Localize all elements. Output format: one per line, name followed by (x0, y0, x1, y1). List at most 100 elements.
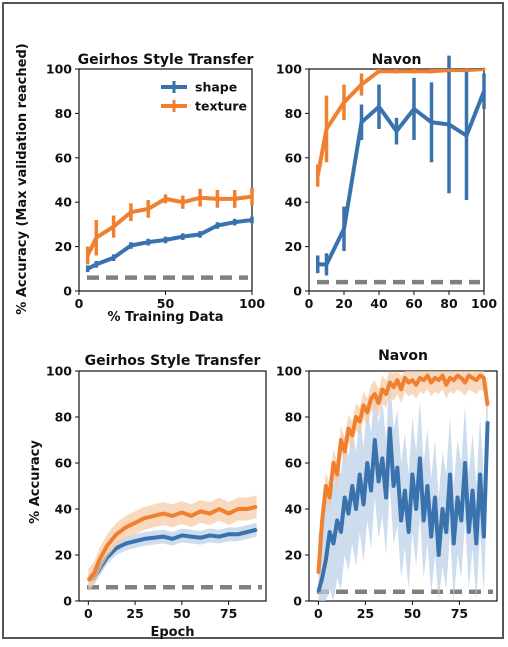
y-tick-label: 40 (285, 502, 303, 517)
y-tick-label: 100 (276, 62, 302, 77)
data-point-texture (129, 210, 133, 214)
data-point-texture (412, 69, 416, 73)
data-point-shape (415, 508, 417, 510)
data-point-texture (233, 197, 237, 201)
y-tick-label: 0 (63, 284, 72, 299)
data-point-texture (171, 515, 174, 517)
series-band-texture (88, 495, 257, 592)
data-point-shape (332, 542, 335, 545)
data-point-texture (181, 200, 185, 204)
data-point-texture (445, 384, 448, 386)
y-tick-label: 40 (285, 195, 303, 210)
top-shared-ylabel: % Accuracy (Max validation reached) (15, 43, 30, 314)
data-point-shape (456, 496, 459, 499)
data-point-texture (471, 377, 474, 379)
data-point-shape (129, 243, 133, 247)
data-point-texture (255, 505, 258, 508)
data-point-texture (153, 515, 155, 517)
x-tick-label: 50 (157, 296, 175, 311)
data-point-shape (360, 120, 363, 124)
data-point-shape (227, 533, 230, 536)
data-point-texture (218, 508, 221, 510)
y-tick-label: 80 (285, 106, 303, 121)
data-point-texture (389, 381, 391, 384)
data-point-shape (86, 267, 90, 271)
y-tick-label: 0 (293, 284, 302, 299)
y-tick-label: 100 (46, 364, 72, 379)
data-point-shape (198, 232, 202, 236)
data-point-shape (94, 262, 98, 266)
axes-box (78, 370, 267, 602)
legend-label-texture: texture (195, 99, 247, 114)
data-point-shape (347, 512, 350, 515)
data-point-shape (181, 534, 183, 537)
data-point-shape (437, 554, 440, 556)
data-point-shape (328, 531, 331, 533)
data-point-shape (146, 240, 150, 244)
data-point-shape (358, 473, 361, 476)
data-point-shape (400, 519, 402, 522)
data-point-texture (106, 545, 108, 547)
data-point-shape (325, 262, 328, 266)
figure-frame: % Accuracy (Max validation reached) % Ac… (2, 2, 504, 640)
data-point-texture (464, 381, 466, 384)
data-point-shape (233, 220, 237, 224)
data-point-shape (215, 224, 219, 228)
x-tick-label: 20 (335, 296, 353, 311)
data-point-texture (209, 512, 211, 515)
x-tick-label: 0 (75, 296, 84, 311)
data-point-texture (86, 253, 90, 257)
data-point-texture (449, 377, 451, 379)
data-point-shape (162, 535, 164, 538)
data-point-texture (190, 515, 192, 517)
y-tick-label: 0 (63, 594, 72, 609)
data-point-shape (434, 496, 436, 499)
axes-box (308, 68, 485, 292)
x-tick-label: 25 (126, 606, 143, 621)
data-point-texture (411, 379, 414, 382)
data-point-texture (395, 69, 398, 73)
y-tick-label: 40 (55, 502, 73, 517)
data-point-shape (445, 531, 448, 533)
data-point-texture (475, 379, 478, 382)
data-point-texture (215, 197, 219, 201)
data-point-shape (407, 531, 410, 533)
x-tick-label: 0 (305, 296, 314, 311)
x-tick-label: 80 (440, 296, 458, 311)
chart-br: Navon 0 25 50 75 0 20 40 60 80 100 (276, 348, 498, 621)
data-point-shape (316, 262, 320, 266)
chart-tl: Geirhos Style Transfer 0 50 100 0 20 40 60 80 100… (46, 52, 265, 325)
data-point-shape (377, 480, 380, 483)
data-point-shape (366, 462, 369, 464)
data-point-shape (343, 496, 346, 499)
data-point-shape (426, 485, 429, 487)
figure-canvas: % Accuracy (Max validation reached) % Ac… (15, 43, 498, 640)
data-point-texture (362, 404, 365, 407)
chart-title: Geirhos Style Transfer (78, 52, 254, 68)
series-band-texture (318, 371, 488, 588)
data-point-texture (434, 377, 436, 379)
data-point-texture (377, 402, 380, 405)
data-point-shape (374, 439, 376, 441)
data-point-shape (237, 533, 239, 536)
data-point-texture (146, 207, 150, 211)
x-axis-label: Epoch (150, 625, 194, 640)
data-point-texture (94, 236, 98, 240)
data-point-texture (400, 388, 402, 391)
y-tick-label: 60 (55, 456, 73, 471)
data-point-texture (340, 439, 342, 441)
data-point-shape (164, 238, 167, 242)
data-point-texture (486, 404, 489, 407)
data-point-shape (209, 534, 211, 537)
data-point-texture (430, 381, 433, 384)
data-point-texture (374, 393, 376, 395)
y-tick-label: 80 (55, 410, 73, 425)
y-tick-label: 60 (285, 150, 303, 165)
data-point-shape (395, 129, 398, 133)
chart-title: Geirhos Style Transfer (85, 353, 261, 369)
data-point-shape (389, 427, 391, 430)
data-point-shape (392, 485, 395, 487)
data-point-texture (321, 519, 323, 522)
y-tick-label: 80 (285, 410, 303, 425)
data-point-shape (325, 558, 327, 561)
